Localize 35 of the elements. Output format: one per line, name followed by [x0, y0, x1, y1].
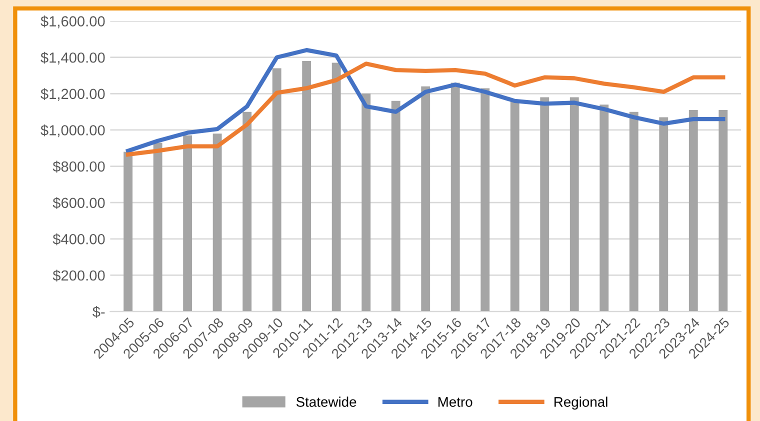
- bar: [600, 104, 609, 312]
- y-tick-label: $1,400.00: [40, 52, 105, 65]
- bar: [242, 112, 252, 312]
- y-tick-label: $200.00: [52, 270, 105, 282]
- legend-label: Metro: [438, 397, 472, 407]
- bar: [688, 110, 698, 312]
- bar: [718, 110, 728, 312]
- bar: [183, 135, 192, 312]
- y-tick-label: $400.00: [52, 233, 105, 246]
- bar: [212, 134, 222, 312]
- bar: [391, 100, 400, 312]
- y-tick-label: $1,000.00: [40, 124, 105, 138]
- bar: [124, 152, 133, 312]
- y-tick-label: $600.00: [52, 197, 105, 209]
- line-series: [126, 48, 726, 153]
- bar: [540, 97, 550, 312]
- bar: [450, 82, 460, 312]
- bar: [510, 100, 520, 312]
- bar: [302, 60, 312, 312]
- legend-label: Regional: [554, 396, 608, 410]
- bar: [570, 97, 579, 312]
- bar: [629, 112, 638, 312]
- line-series: [126, 62, 726, 157]
- y-tick-label: $800.00: [52, 160, 105, 173]
- bar: [332, 62, 341, 312]
- bar: [362, 94, 371, 312]
- bar: [480, 88, 490, 312]
- y-tick-label: $1,600.00: [40, 16, 105, 28]
- y-tick-label: $-: [92, 306, 105, 318]
- bar: [659, 117, 668, 312]
- bar: [272, 68, 282, 312]
- y-tick-label: $1,200.00: [40, 88, 105, 101]
- bar: [421, 86, 430, 312]
- legend-label: Statewide: [296, 396, 356, 407]
- bar: [153, 142, 162, 312]
